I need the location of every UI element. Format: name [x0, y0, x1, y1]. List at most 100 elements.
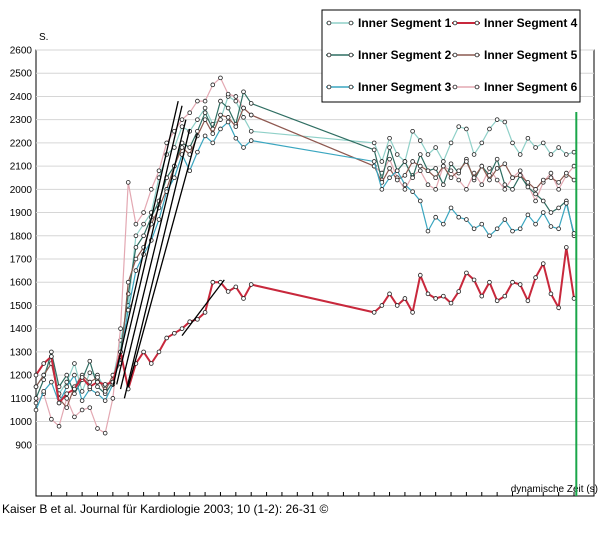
data-point: [502, 217, 508, 222]
data-point: [187, 145, 193, 150]
data-point: [248, 101, 254, 106]
data-point: [441, 163, 446, 169]
data-point: [125, 180, 131, 185]
x-axis-label: dynamische Zeit (s): [511, 484, 598, 495]
y-tick-label: 2600: [10, 46, 33, 57]
data-point: [487, 126, 492, 132]
data-point: [156, 349, 162, 355]
data-point: [533, 191, 538, 197]
legend-marker: [474, 84, 480, 90]
data-point: [494, 177, 500, 183]
data-point: [540, 210, 546, 215]
y-tick-label: 2100: [10, 162, 33, 173]
data-point: [441, 159, 446, 164]
data-point: [510, 140, 515, 146]
y-tick-label: 1900: [10, 208, 33, 219]
data-point: [102, 389, 108, 394]
legend-item-2: Inner Segment 2: [326, 48, 452, 62]
data-point: [556, 187, 561, 192]
data-point: [564, 245, 569, 250]
data-point: [141, 210, 146, 215]
data-point: [118, 326, 123, 331]
data-point: [394, 303, 400, 308]
legend-label: Inner Segment 2: [358, 48, 452, 62]
data-point: [95, 379, 100, 385]
fit-line: [123, 128, 191, 399]
data-point: [448, 168, 454, 174]
data-point: [456, 214, 462, 220]
data-point: [49, 354, 54, 359]
data-point: [172, 331, 177, 336]
data-point: [125, 279, 131, 285]
data-point: [548, 291, 554, 297]
data-point: [87, 405, 93, 410]
data-point: [179, 145, 185, 150]
y-tick-label: 1600: [10, 278, 33, 289]
legend-marker: [474, 20, 480, 26]
data-point: [548, 170, 554, 176]
data-point: [218, 126, 223, 132]
data-point: [433, 145, 438, 150]
legend-marker: [326, 84, 332, 90]
fit-line: [127, 133, 199, 387]
data-point: [248, 128, 254, 134]
data-point: [517, 173, 523, 178]
data-point: [379, 159, 385, 164]
legend-box: [321, 9, 581, 103]
data-point: [494, 156, 500, 162]
data-point: [540, 198, 546, 204]
data-point: [433, 296, 438, 301]
data-point: [95, 426, 100, 431]
data-point: [533, 198, 538, 204]
data-point: [417, 152, 423, 157]
data-point: [479, 293, 485, 299]
data-point: [564, 152, 569, 157]
data-point: [241, 89, 246, 95]
chart: 900 1000 1100 1200 1300 1400 1500 1600 1700 1800 1…: [10, 9, 598, 497]
data-point: [248, 112, 254, 118]
data-point: [494, 117, 500, 122]
data-point: [141, 221, 146, 227]
data-point: [56, 384, 62, 390]
data-point: [218, 98, 223, 104]
data-point: [233, 135, 239, 141]
data-point: [79, 375, 85, 380]
data-point: [225, 105, 231, 111]
data-point: [202, 110, 208, 115]
data-point: [448, 140, 454, 146]
data-point: [225, 289, 231, 294]
data-point: [202, 310, 208, 315]
data-point: [464, 187, 469, 192]
data-point: [141, 233, 146, 239]
data-point: [502, 293, 508, 299]
data-point: [456, 168, 462, 174]
data-point: [133, 256, 139, 262]
legend-item-3: Inner Segment 3: [326, 80, 452, 94]
data-point: [471, 277, 477, 283]
data-point: [487, 177, 492, 183]
y-tick-label: 2400: [10, 92, 33, 103]
y-tick-label: 1500: [10, 301, 33, 312]
data-point: [387, 166, 392, 171]
data-point: [533, 145, 538, 150]
data-point: [172, 175, 177, 181]
x-axis: 0510152025303540455055606570: [35, 492, 575, 496]
figure-credit: Kaiser B et al. Journal für Kardiologie …: [2, 502, 329, 516]
y-tick-label: 1200: [10, 371, 33, 382]
legend-marker: [348, 84, 354, 90]
legend-marker: [326, 20, 332, 26]
data-point: [248, 282, 254, 287]
data-point: [479, 182, 485, 187]
y-tick-label: 1100: [10, 394, 32, 405]
data-point: [540, 140, 546, 146]
data-point: [195, 149, 200, 155]
data-point: [471, 226, 477, 232]
data-point: [64, 379, 70, 385]
data-point: [502, 161, 508, 167]
fit-lines: [112, 100, 225, 399]
data-point: [387, 175, 392, 181]
data-point: [448, 300, 454, 306]
data-point: [417, 198, 423, 204]
data-point: [102, 382, 108, 387]
data-point: [202, 117, 208, 122]
